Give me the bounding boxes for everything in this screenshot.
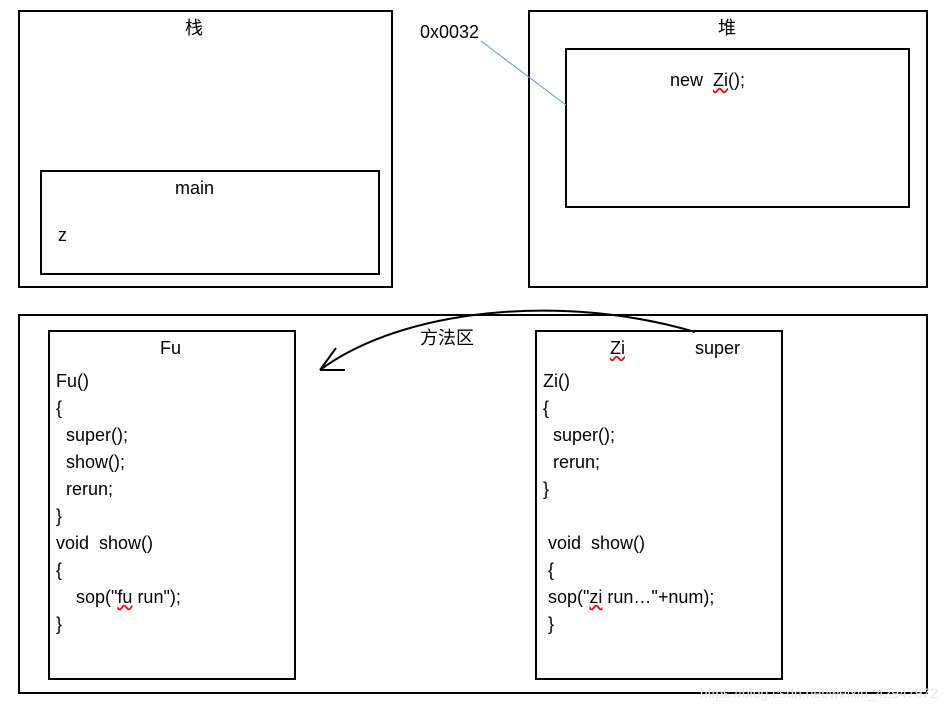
heap-title: 堆	[718, 14, 736, 40]
watermark: https://blog.csdn.net/weixin_42947972	[700, 685, 938, 701]
super-label: super	[695, 338, 740, 359]
zi-title: Zi	[610, 338, 625, 359]
method-area-title: 方法区	[420, 324, 474, 350]
fu-code: Fu() { super(); show(); rerun; } void sh…	[56, 368, 181, 638]
heap-content: new Zi();	[670, 70, 745, 91]
main-label: main	[175, 178, 214, 199]
fu-title: Fu	[160, 338, 181, 359]
stack-title: 栈	[185, 14, 203, 40]
address-label: 0x0032	[420, 22, 479, 43]
zi-code: Zi() { super(); rerun; } void show() { s…	[543, 368, 714, 638]
z-label: z	[58, 225, 67, 246]
